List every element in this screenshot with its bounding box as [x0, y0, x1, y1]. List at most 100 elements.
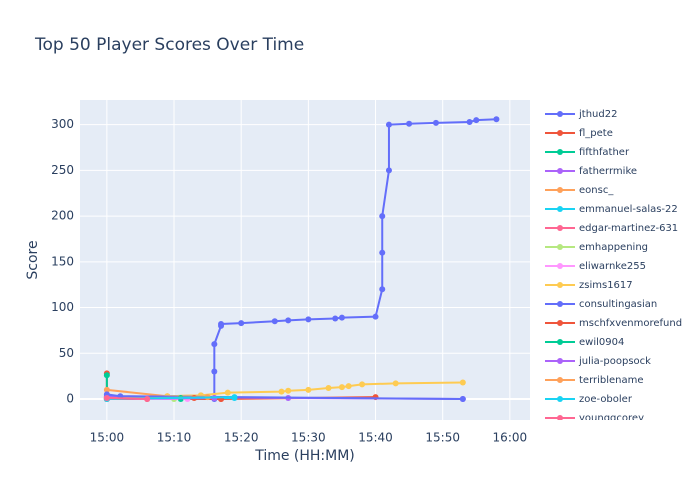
legend-item[interactable]: fatherrmike	[545, 166, 637, 177]
data-point	[285, 317, 292, 324]
y-tick-label: 100	[51, 300, 74, 314]
legend-marker	[557, 130, 563, 136]
legend-item[interactable]: zsims1617	[545, 280, 633, 291]
legend-item[interactable]: emhappening	[545, 242, 648, 253]
legend-item[interactable]: fl_pete	[545, 128, 613, 139]
data-point	[385, 121, 392, 128]
data-point	[211, 341, 218, 348]
data-point	[224, 389, 231, 396]
legend-marker	[557, 282, 563, 288]
legend-item[interactable]: terriblename	[545, 375, 644, 386]
legend-item[interactable]: zoe-oboler	[545, 394, 633, 405]
plot-area	[103, 116, 500, 402]
data-point	[345, 383, 352, 390]
data-point	[211, 368, 218, 375]
x-tick-label: 15:00	[90, 431, 125, 445]
legend-label: zsims1617	[579, 280, 633, 291]
legend-item[interactable]: edgar-martinez-631	[545, 223, 678, 234]
plot-background	[80, 100, 530, 420]
legend-item[interactable]: julia-poopsock	[545, 356, 651, 367]
data-point	[372, 313, 379, 320]
data-point	[406, 120, 413, 127]
legend-marker	[557, 301, 563, 307]
data-point	[305, 386, 312, 393]
legend-marker	[557, 111, 563, 117]
y-tick-label: 0	[66, 391, 74, 405]
legend-marker	[557, 206, 563, 212]
legend-item[interactable]: consultingasian	[545, 299, 657, 310]
data-point	[473, 117, 480, 124]
data-point	[285, 387, 292, 394]
legend-marker	[557, 168, 563, 174]
data-point	[103, 372, 110, 379]
data-point	[379, 249, 386, 256]
legend-marker	[557, 225, 563, 231]
data-point	[459, 395, 466, 402]
legend-item[interactable]: jthud22	[545, 109, 617, 120]
data-point	[305, 316, 312, 323]
legend-marker	[557, 320, 563, 326]
legend-label: consultingasian	[579, 299, 657, 310]
legend-marker	[557, 149, 563, 155]
data-point	[379, 213, 386, 220]
x-tick-label: 15:30	[291, 431, 326, 445]
legend-marker	[557, 263, 563, 269]
legend-label: emmanuel-salas-22	[579, 204, 678, 215]
legend-label: fifthfather	[579, 147, 630, 158]
data-point	[338, 314, 345, 321]
legend-item[interactable]: youngqcorey	[545, 413, 644, 424]
legend-label: jthud22	[578, 109, 617, 120]
legend-label: youngqcorey	[579, 413, 644, 424]
y-tick-label: 50	[59, 346, 74, 360]
axes: 0 50 100 150 200 250 300 15:00 15:10 15:20 15:30 15…	[51, 117, 527, 444]
legend-item[interactable]: ewil0904	[545, 337, 624, 348]
legend-marker	[557, 187, 563, 193]
legend-label: julia-poopsock	[578, 356, 651, 367]
legend-marker	[557, 377, 563, 383]
legend-label: ewil0904	[579, 337, 624, 348]
legend-marker	[557, 415, 563, 420]
data-point	[385, 167, 392, 174]
legend-label: mschfxvenmorefund	[579, 318, 682, 329]
data-point	[103, 386, 110, 393]
x-tick-label: 15:40	[358, 431, 393, 445]
legend-item[interactable]: mschfxvenmorefund	[545, 318, 682, 329]
x-axis-title: Time (HH:MM)	[254, 448, 355, 464]
data-point	[466, 118, 473, 125]
data-point	[432, 119, 439, 126]
data-point	[338, 384, 345, 391]
legend-label: emhappening	[579, 242, 648, 253]
legend-label: edgar-martinez-631	[579, 223, 678, 234]
data-point	[325, 385, 332, 391]
data-point	[392, 380, 399, 387]
data-point	[231, 394, 238, 401]
legend[interactable]: jthud22 fl_pete fifthfather fatherrmike eons…	[545, 109, 682, 424]
x-tick-label: 16:00	[493, 431, 528, 445]
y-tick-label: 150	[51, 254, 74, 268]
legend-item[interactable]: eonsc_	[545, 185, 614, 196]
legend-label: fatherrmike	[579, 166, 637, 177]
legend-item[interactable]: eliwarnke255	[545, 261, 646, 272]
chart-title: Top 50 Player Scores Over Time	[34, 35, 304, 55]
series-line	[106, 397, 148, 400]
legend-item[interactable]: fifthfather	[545, 147, 630, 158]
data-point	[103, 395, 110, 402]
y-tick-label: 300	[51, 117, 74, 131]
y-tick-label: 200	[51, 209, 74, 223]
data-point	[238, 320, 245, 327]
legend-label: eliwarnke255	[579, 261, 646, 272]
y-tick-label: 250	[51, 163, 74, 177]
legend-item[interactable]: emmanuel-salas-22	[545, 204, 678, 215]
data-point	[379, 286, 386, 293]
x-tick-label: 15:50	[425, 431, 460, 445]
data-point	[359, 381, 366, 388]
legend-label: terriblename	[579, 375, 644, 386]
data-point	[271, 318, 278, 325]
legend-marker	[557, 396, 563, 402]
legend-marker	[557, 339, 563, 345]
data-point	[144, 395, 151, 402]
data-point	[218, 321, 225, 327]
data-point	[332, 315, 339, 322]
data-point	[278, 388, 285, 395]
